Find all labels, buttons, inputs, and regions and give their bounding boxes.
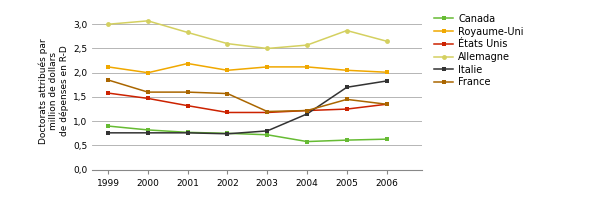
Legend: Canada, Royaume-Uni, États Unis, Allemagne, Italie, France: Canada, Royaume-Uni, États Unis, Allemag…: [434, 14, 524, 87]
Royaume-Uni: [105, 66, 112, 68]
France: [145, 91, 152, 93]
Italie: [264, 130, 271, 132]
France: [303, 109, 311, 112]
France: [184, 91, 191, 93]
France: [264, 110, 271, 113]
Italie: [145, 132, 152, 134]
États Unis: [264, 111, 271, 114]
États Unis: [303, 109, 311, 112]
Royaume-Uni: [303, 66, 311, 68]
États Unis: [105, 92, 112, 94]
Royaume-Uni: [145, 72, 152, 74]
Italie: [383, 80, 390, 82]
Allemagne: [184, 31, 191, 34]
Allemagne: [343, 29, 350, 32]
Allemagne: [224, 42, 231, 45]
Allemagne: [145, 20, 152, 22]
États Unis: [343, 108, 350, 110]
Royaume-Uni: [224, 69, 231, 72]
Italie: [303, 113, 311, 115]
États Unis: [224, 111, 231, 114]
Canada: [383, 138, 390, 140]
Canada: [343, 139, 350, 141]
Italie: [105, 132, 112, 134]
Line: Canada: Canada: [106, 124, 389, 144]
Allemagne: [105, 23, 112, 25]
États Unis: [383, 103, 390, 105]
États Unis: [145, 97, 152, 100]
France: [343, 98, 350, 101]
Canada: [264, 134, 271, 136]
France: [224, 92, 231, 95]
Canada: [105, 125, 112, 127]
Line: Allemagne: Allemagne: [106, 18, 389, 51]
Allemagne: [303, 44, 311, 46]
Italie: [224, 133, 231, 135]
Line: Italie: Italie: [106, 79, 389, 136]
Allemagne: [383, 40, 390, 42]
Line: Royaume-Uni: Royaume-Uni: [106, 61, 389, 75]
Canada: [145, 129, 152, 131]
Canada: [224, 132, 231, 135]
Allemagne: [264, 47, 271, 50]
Italie: [343, 86, 350, 88]
Y-axis label: Doctorats attribués par
million de dollars
de dépenses en R-D: Doctorats attribués par million de dolla…: [38, 38, 69, 144]
Canada: [303, 140, 311, 143]
Canada: [184, 131, 191, 134]
Royaume-Uni: [383, 71, 390, 74]
Royaume-Uni: [343, 69, 350, 72]
Line: États Unis: États Unis: [106, 91, 389, 115]
France: [383, 103, 390, 105]
France: [105, 79, 112, 81]
États Unis: [184, 104, 191, 107]
Royaume-Uni: [184, 62, 191, 65]
Royaume-Uni: [264, 66, 271, 68]
Line: France: France: [106, 78, 389, 114]
Italie: [184, 132, 191, 134]
